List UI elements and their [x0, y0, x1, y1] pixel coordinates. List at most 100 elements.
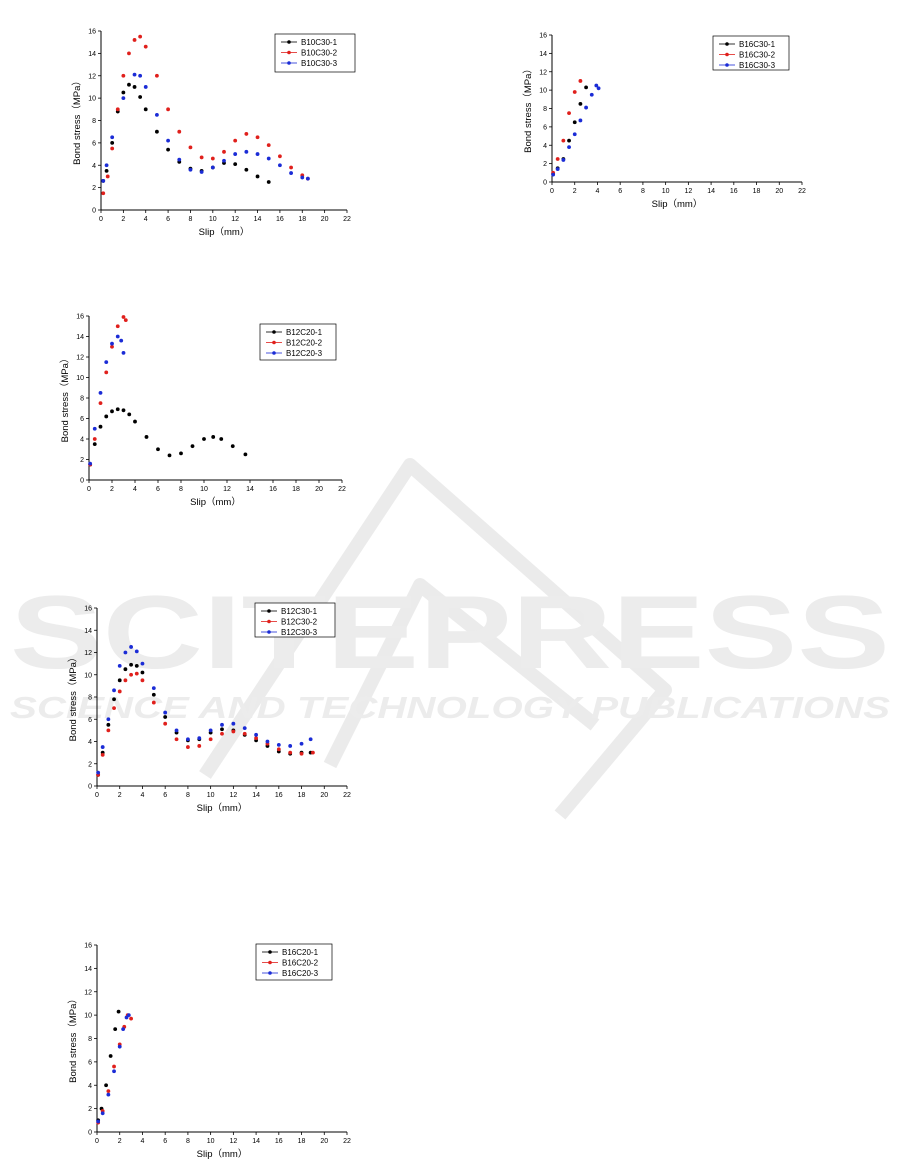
data-point	[155, 129, 159, 134]
y-tick-label: 8	[543, 106, 547, 113]
data-point	[572, 120, 577, 125]
data-point	[190, 444, 195, 449]
data-point	[116, 1009, 121, 1014]
data-point	[220, 722, 224, 727]
data-point	[106, 717, 111, 722]
legend-entry: B10C30-2	[301, 49, 338, 58]
data-point	[121, 90, 126, 95]
data-point	[561, 138, 566, 143]
data-point	[117, 678, 122, 683]
data-point	[199, 170, 204, 174]
data-point	[186, 745, 190, 749]
y-tick-label: 12	[76, 355, 84, 362]
data-point	[98, 401, 103, 406]
x-tick-label: 18	[298, 792, 306, 799]
data-point	[584, 105, 588, 110]
data-point	[110, 140, 115, 145]
data-point	[596, 86, 601, 91]
x-tick-label: 12	[229, 1138, 237, 1145]
y-tick-label: 12	[84, 989, 92, 996]
data-point	[208, 737, 213, 742]
data-point	[132, 38, 137, 42]
x-tick-label: 10	[662, 188, 670, 195]
x-tick-label: 16	[730, 188, 738, 195]
y-tick-label: 2	[543, 161, 547, 168]
data-point	[143, 85, 148, 89]
x-tick-label: 16	[269, 486, 277, 493]
y-axis-title: Bond stress（MPa）	[522, 64, 534, 153]
legend-entry: B10C30-1	[301, 38, 338, 47]
data-point	[220, 731, 224, 736]
data-point	[88, 461, 93, 466]
legend-entry: B12C20-1	[286, 328, 323, 337]
data-point	[197, 744, 202, 748]
data-point	[127, 82, 131, 87]
data-point	[144, 435, 149, 439]
y-tick-label: 8	[80, 396, 84, 403]
y-tick-label: 6	[543, 124, 547, 131]
data-point	[589, 92, 594, 97]
data-point	[167, 453, 172, 458]
x-tick-label: 4	[141, 792, 145, 799]
y-tick-label: 2	[88, 761, 92, 768]
data-point	[233, 152, 238, 156]
data-point	[110, 135, 115, 140]
y-tick-label: 6	[80, 416, 84, 423]
y-tick-label: 14	[84, 628, 92, 635]
y-tick-label: 4	[92, 163, 96, 170]
data-point	[121, 351, 126, 355]
data-point	[112, 688, 116, 693]
legend-marker	[287, 61, 291, 65]
data-point	[115, 334, 120, 339]
x-tick-label: 6	[618, 188, 622, 195]
bond-slip-chart-b10c30: 0 2 4 6 8 10 12 14 16 18 20 22 0 2 4 6 8 10 12 14 16 Slip（mm）…	[71, 29, 356, 238]
x-tick-label: 20	[320, 792, 328, 799]
data-point	[188, 145, 193, 150]
data-point	[104, 360, 109, 365]
x-axis-title: Slip（mm）	[199, 226, 250, 238]
data-point	[186, 737, 190, 742]
data-point	[129, 662, 133, 667]
x-tick-label: 0	[87, 486, 91, 493]
data-point	[197, 736, 202, 741]
x-tick-label: 6	[163, 1138, 167, 1145]
y-tick-label: 0	[543, 180, 547, 187]
x-tick-label: 22	[343, 792, 351, 799]
data-point	[112, 706, 116, 711]
legend-entry: B16C30-2	[739, 51, 776, 60]
data-point	[177, 129, 182, 134]
legend-marker	[267, 630, 271, 634]
data-point	[110, 409, 114, 414]
data-point	[121, 315, 126, 319]
data-point	[299, 751, 304, 756]
legend-entry: B12C30-1	[281, 607, 318, 616]
legend-marker	[287, 40, 291, 44]
data-point	[115, 107, 120, 112]
x-tick-label: 6	[166, 216, 170, 223]
legend-marker	[287, 50, 291, 55]
data-point	[254, 736, 258, 741]
data-point	[92, 437, 97, 441]
x-tick-label: 12	[684, 188, 692, 195]
x-tick-label: 2	[118, 792, 122, 799]
data-point	[119, 338, 124, 343]
data-point	[555, 157, 560, 161]
x-tick-label: 20	[315, 486, 323, 493]
x-tick-label: 4	[144, 216, 148, 223]
data-point	[578, 102, 583, 106]
legend-entry: B16C20-1	[282, 948, 319, 957]
data-point	[110, 341, 114, 346]
data-point	[104, 414, 109, 419]
data-point	[117, 1044, 122, 1049]
y-tick-label: 10	[539, 88, 547, 95]
legend-marker	[725, 42, 729, 46]
x-tick-label: 18	[298, 1138, 306, 1145]
data-point	[112, 1069, 116, 1074]
data-point	[155, 113, 159, 117]
data-point	[266, 143, 271, 148]
y-axis-title: Bond stress（MPa）	[59, 354, 71, 443]
x-tick-label: 10	[207, 792, 215, 799]
x-tick-label: 12	[229, 792, 237, 799]
x-tick-label: 14	[246, 486, 254, 493]
y-tick-label: 6	[92, 140, 96, 147]
